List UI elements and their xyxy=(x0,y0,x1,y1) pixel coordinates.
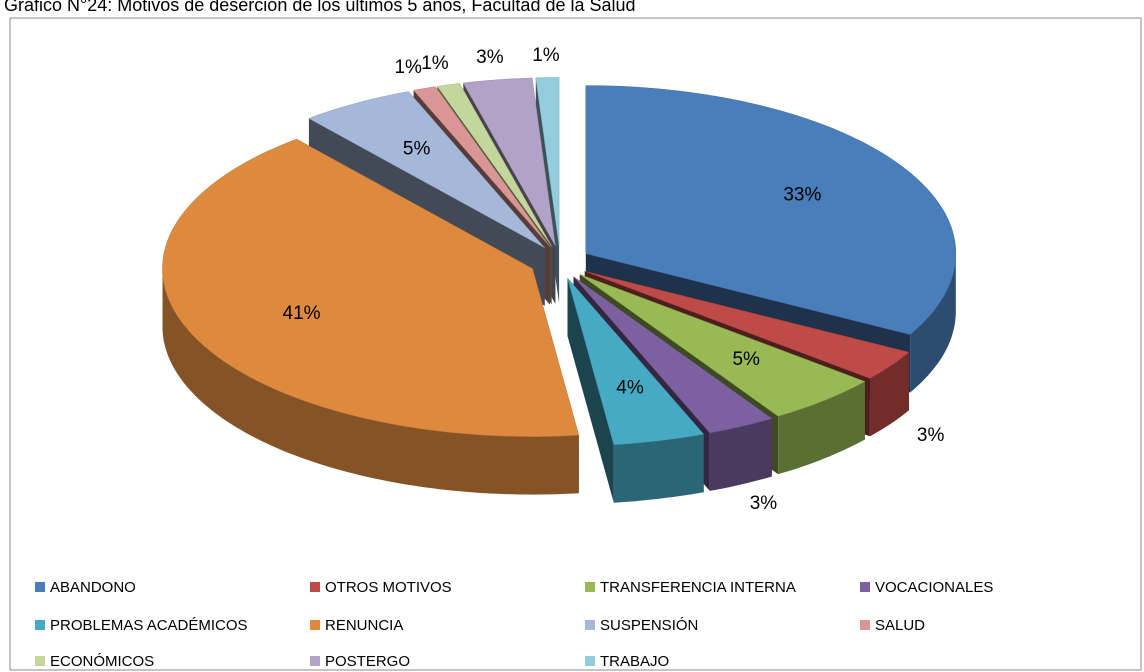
slice-top xyxy=(462,77,556,246)
slice-top xyxy=(413,86,551,247)
legend-swatch xyxy=(310,620,320,630)
legend-label: OTROS MOTIVOS xyxy=(325,579,452,596)
legend-swatch xyxy=(585,656,595,666)
slice-wall xyxy=(613,434,704,503)
slice-top xyxy=(567,277,705,445)
data-label: 3% xyxy=(750,493,778,514)
legend-swatch xyxy=(310,582,320,592)
legend-label: POSTERGO xyxy=(325,653,410,670)
data-label: 5% xyxy=(732,349,760,370)
legend-swatch xyxy=(860,582,870,592)
legend-label: TRABAJO xyxy=(600,653,669,670)
data-label: 1% xyxy=(421,53,449,74)
slice-top xyxy=(585,85,957,335)
data-label: 3% xyxy=(917,425,945,446)
slice-wall xyxy=(910,253,956,393)
slice-top xyxy=(162,138,580,437)
slice-top xyxy=(436,83,552,247)
legend-label: TRANSFERENCIA INTERNA xyxy=(600,579,796,596)
legend-swatch xyxy=(35,620,45,630)
legend-swatch xyxy=(585,620,595,630)
data-label: 33% xyxy=(783,184,821,205)
legend-label: ECONÓMICOS xyxy=(50,653,154,670)
legend-label: ABANDONO xyxy=(50,579,136,596)
slice-wall xyxy=(778,381,865,475)
legend-swatch xyxy=(585,582,595,592)
data-label: 5% xyxy=(403,138,431,159)
slice-top xyxy=(573,276,773,434)
chart-title: Gráfico N°24: Motivos de deserción de lo… xyxy=(4,0,636,15)
data-label: 1% xyxy=(394,57,422,78)
legend-swatch xyxy=(860,620,870,630)
slice-top xyxy=(579,274,866,417)
legend-label: SUSPENSIÓN xyxy=(600,617,698,634)
legend-label: PROBLEMAS ACADÉMICOS xyxy=(50,617,248,634)
legend-swatch xyxy=(310,656,320,666)
legend-label: VOCACIONALES xyxy=(875,579,993,596)
data-label: 1% xyxy=(532,45,560,66)
slice-wall xyxy=(869,352,909,437)
slice xyxy=(567,277,705,503)
legend-swatch xyxy=(35,656,45,666)
data-label: 41% xyxy=(283,303,321,324)
legend-label: RENUNCIA xyxy=(325,617,403,634)
slice xyxy=(162,138,580,495)
legend-swatch xyxy=(35,582,45,592)
slice-top xyxy=(584,271,910,379)
slice-top xyxy=(535,77,560,246)
slice-wall xyxy=(162,268,579,495)
data-label: 3% xyxy=(476,47,504,68)
legend-label: SALUD xyxy=(875,617,925,634)
slice-side xyxy=(567,278,614,503)
slice-wall xyxy=(709,418,772,491)
slice-top xyxy=(308,91,545,249)
data-label: 4% xyxy=(616,378,644,399)
